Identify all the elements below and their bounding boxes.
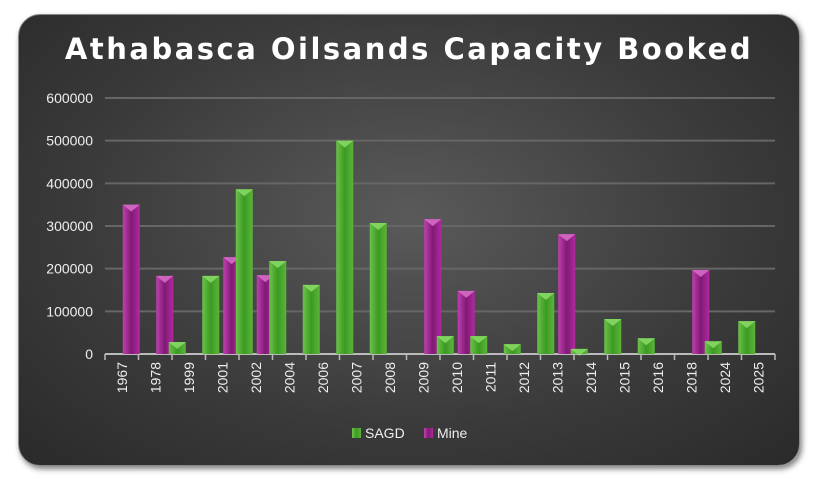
x-tick-label: 2009 bbox=[415, 362, 431, 393]
x-tick-label: 2007 bbox=[348, 362, 364, 393]
bar-cap bbox=[424, 219, 442, 227]
x-tick-label: 2010 bbox=[449, 362, 465, 393]
bar-cap bbox=[503, 344, 521, 352]
legend-label-mine: Mine bbox=[437, 425, 468, 441]
bar-cap bbox=[457, 290, 475, 298]
y-tick-label: 200000 bbox=[46, 261, 93, 277]
y-tick-label: 600000 bbox=[46, 90, 93, 106]
bar-sagd bbox=[202, 275, 220, 354]
x-tick-label: 2025 bbox=[750, 362, 766, 393]
x-tick-label: 2018 bbox=[683, 362, 699, 393]
bar-cap bbox=[692, 269, 710, 277]
legend-swatch-mine bbox=[424, 428, 433, 438]
x-tick-label: 1978 bbox=[147, 362, 163, 393]
bar-mine bbox=[122, 204, 140, 354]
x-tick-label: 2002 bbox=[248, 362, 264, 393]
legend-swatch-sagd bbox=[352, 428, 361, 438]
bar-cap bbox=[156, 275, 174, 283]
x-tick-label: 2004 bbox=[281, 362, 297, 393]
bar-cap bbox=[269, 260, 287, 268]
x-tick-label: 2006 bbox=[315, 362, 331, 393]
bar-sagd bbox=[336, 140, 354, 354]
bar-cap bbox=[470, 336, 488, 344]
bar-mine bbox=[692, 269, 710, 354]
x-tick-label: 2012 bbox=[516, 362, 532, 393]
bar-sagd bbox=[436, 336, 454, 354]
bar-mine bbox=[558, 234, 576, 354]
y-tick-label: 500000 bbox=[46, 133, 93, 149]
bar-cap bbox=[235, 189, 253, 197]
x-tick-label: 2013 bbox=[549, 362, 565, 393]
bar-cap bbox=[168, 342, 186, 350]
bar-sagd bbox=[235, 189, 253, 354]
x-tick-label: 2015 bbox=[616, 362, 632, 393]
bar-sagd bbox=[269, 260, 287, 354]
x-tick-label: 2008 bbox=[382, 362, 398, 393]
x-tick-label: 2001 bbox=[214, 362, 230, 393]
x-tick-label: 1967 bbox=[114, 362, 130, 393]
chart-title: Athabasca Oilsands Capacity Booked bbox=[64, 32, 754, 66]
x-tick-label: 2014 bbox=[583, 362, 599, 393]
bar-sagd bbox=[604, 319, 622, 354]
x-tick-label: 2024 bbox=[717, 362, 733, 393]
bar-cap bbox=[122, 204, 140, 212]
x-tick-label: 2016 bbox=[650, 362, 666, 393]
bar-cap bbox=[637, 338, 655, 346]
x-tick-label: 1999 bbox=[181, 362, 197, 393]
legend-label-sagd: SAGD bbox=[365, 425, 405, 441]
bar-cap bbox=[604, 319, 622, 327]
chart-card bbox=[18, 14, 800, 466]
bar-mine bbox=[156, 275, 174, 354]
bar-sagd bbox=[738, 321, 756, 354]
bar-cap bbox=[704, 341, 722, 349]
bar-sagd bbox=[302, 284, 320, 354]
bar-sagd bbox=[470, 336, 488, 354]
y-tick-label: 0 bbox=[85, 346, 93, 362]
bar-sagd bbox=[369, 223, 387, 354]
bar-mine bbox=[424, 219, 442, 354]
bar-cap bbox=[202, 275, 220, 283]
bar-cap bbox=[302, 284, 320, 292]
x-tick-label: 2011 bbox=[482, 362, 498, 392]
bar-cap bbox=[336, 140, 354, 148]
bar-cap bbox=[570, 348, 588, 356]
bar-sagd bbox=[637, 338, 655, 354]
y-tick-label: 300000 bbox=[46, 218, 93, 234]
bar-cap bbox=[436, 336, 454, 344]
y-tick-label: 100000 bbox=[46, 303, 93, 319]
bar-cap bbox=[558, 234, 576, 242]
y-tick-label: 400000 bbox=[46, 175, 93, 191]
bar-cap bbox=[369, 223, 387, 231]
bar-cap bbox=[537, 292, 555, 300]
bar-cap bbox=[738, 321, 756, 329]
bar-sagd bbox=[537, 292, 555, 354]
